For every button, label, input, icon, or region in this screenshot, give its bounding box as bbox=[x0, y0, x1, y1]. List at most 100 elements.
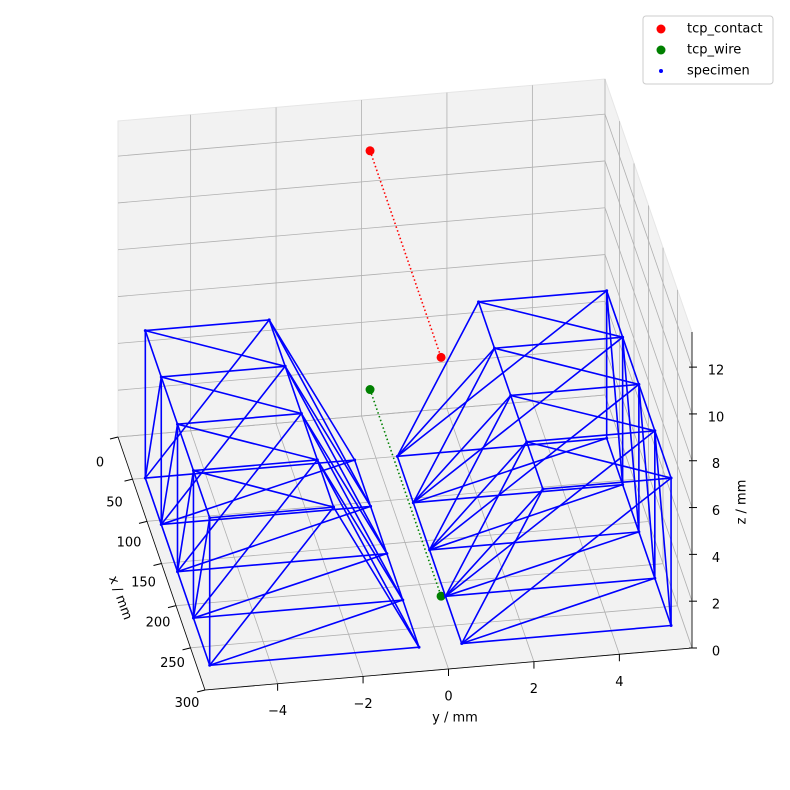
x-tick bbox=[196, 689, 206, 693]
mesh-edge bbox=[316, 459, 404, 601]
mesh-edge bbox=[160, 365, 286, 525]
mesh-edge bbox=[193, 599, 403, 619]
specimen-point bbox=[509, 393, 513, 397]
mesh-edge bbox=[192, 459, 318, 619]
mesh-edge bbox=[192, 617, 211, 666]
y-tick-label: −2 bbox=[353, 697, 372, 712]
specimen-point bbox=[191, 469, 195, 473]
grid-line bbox=[117, 207, 606, 251]
specimen-point bbox=[208, 663, 212, 667]
mesh-edge bbox=[160, 376, 179, 425]
mesh-edge bbox=[444, 488, 544, 597]
mesh-edge bbox=[412, 336, 624, 504]
specimen-point bbox=[525, 440, 529, 444]
legend-label: tcp_contact bbox=[687, 22, 763, 37]
mesh-edge bbox=[144, 376, 163, 479]
mesh-edge bbox=[412, 394, 512, 504]
connector bbox=[369, 150, 442, 358]
mesh-edge bbox=[526, 430, 655, 443]
x-tick bbox=[167, 605, 177, 609]
mesh-edge bbox=[621, 336, 640, 385]
specimen-point bbox=[159, 375, 163, 379]
mesh-edge bbox=[444, 596, 463, 644]
mesh-edge bbox=[284, 365, 388, 555]
z-tick-label: 6 bbox=[712, 504, 720, 519]
mesh-edge bbox=[284, 366, 303, 414]
specimen-point bbox=[385, 552, 389, 556]
mesh-edge bbox=[526, 441, 672, 479]
specimen-point bbox=[460, 642, 464, 646]
mesh-edge bbox=[445, 531, 640, 598]
axes: 0 50 100 150 200 250 300 −4 −2 0 2 4 0 2 4 6 8 10 12 bbox=[96, 332, 724, 719]
specimen-point bbox=[428, 548, 432, 552]
mesh-edge bbox=[386, 553, 404, 601]
y-tick-label: 0 bbox=[444, 690, 452, 705]
y-axis-label: y / mm bbox=[432, 711, 478, 726]
specimen-point bbox=[669, 476, 673, 480]
specimen-point bbox=[208, 516, 212, 520]
mesh-edge bbox=[209, 646, 420, 667]
mesh-edge bbox=[428, 395, 512, 551]
mesh-edge bbox=[525, 441, 544, 490]
mesh-edge bbox=[396, 456, 415, 503]
grid-line bbox=[604, 348, 693, 602]
mesh-edge bbox=[160, 524, 179, 572]
specimen-point bbox=[299, 412, 303, 416]
specimen-point bbox=[653, 576, 657, 580]
specimen-point bbox=[653, 429, 657, 433]
mesh-edge bbox=[268, 319, 372, 507]
mesh-edge bbox=[413, 437, 607, 504]
mesh-edge bbox=[461, 624, 672, 645]
mesh-edge bbox=[176, 571, 195, 619]
mesh-edge bbox=[429, 531, 639, 551]
z-tick-label: 12 bbox=[708, 364, 725, 379]
mesh-edge bbox=[461, 577, 656, 645]
mesh-edge bbox=[177, 412, 302, 426]
mesh-edge bbox=[193, 469, 334, 508]
specimen-point bbox=[369, 504, 373, 508]
mesh-edge bbox=[654, 430, 672, 626]
mesh-edge bbox=[396, 301, 480, 457]
mesh-edge bbox=[145, 329, 286, 368]
legend-marker bbox=[656, 24, 666, 34]
mesh-edge bbox=[412, 347, 496, 504]
y-axis-line bbox=[204, 647, 693, 691]
z-axis-label: z / mm bbox=[735, 480, 750, 525]
mesh-edge bbox=[402, 599, 420, 648]
mesh-edge bbox=[478, 290, 607, 303]
mesh-edge bbox=[144, 330, 163, 378]
mesh-edge bbox=[494, 347, 640, 386]
mesh-edge bbox=[193, 552, 388, 619]
specimen-point bbox=[315, 458, 319, 462]
x-tick bbox=[109, 436, 119, 440]
mesh-edge bbox=[654, 430, 672, 479]
connector bbox=[369, 389, 442, 597]
mesh-edge bbox=[176, 413, 303, 573]
mesh-edge bbox=[268, 319, 286, 367]
marks bbox=[143, 146, 673, 667]
x-tick-label: 250 bbox=[160, 656, 185, 671]
grid-line bbox=[604, 207, 693, 461]
x-tick-label: 300 bbox=[175, 696, 200, 711]
mesh-edge bbox=[209, 599, 404, 667]
grid-line bbox=[117, 160, 606, 204]
specimen-point bbox=[443, 594, 447, 598]
y-tick-label: 4 bbox=[615, 675, 623, 690]
mesh-edge bbox=[161, 376, 302, 415]
mesh-edge bbox=[353, 459, 372, 507]
mesh-edge bbox=[176, 470, 195, 572]
specimen-point bbox=[411, 501, 415, 505]
mesh-edge bbox=[621, 484, 640, 533]
mesh-edge bbox=[445, 577, 655, 598]
legend-marker bbox=[659, 69, 663, 73]
mesh-edge bbox=[192, 517, 211, 619]
z-tick-label: 2 bbox=[712, 598, 720, 613]
mesh-edge bbox=[413, 483, 623, 504]
mesh-edge bbox=[300, 413, 404, 601]
z-tick-label: 8 bbox=[712, 457, 720, 472]
mesh-edge bbox=[542, 477, 672, 490]
mesh-edge bbox=[332, 506, 420, 648]
grid-line bbox=[604, 160, 693, 415]
legend-label: tcp_wire bbox=[687, 43, 741, 58]
